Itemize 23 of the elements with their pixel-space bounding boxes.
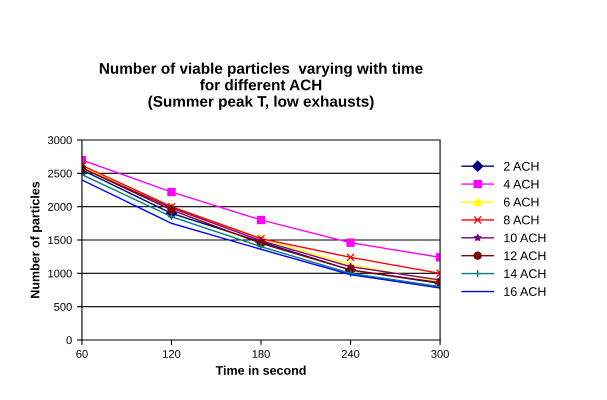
- legend-label: 8 ACH: [504, 216, 538, 224]
- y-tick-label: 1500: [48, 236, 72, 244]
- y-tick-label: 3000: [48, 136, 72, 144]
- y-tick-label: 2000: [48, 202, 72, 211]
- legend-label: 10 ACH: [504, 233, 546, 242]
- legend-label: 14 ACH: [504, 269, 546, 278]
- x-axis-title: Time in second: [216, 366, 306, 375]
- x-tick-label: 60: [76, 350, 88, 358]
- x-tick-label: 300: [431, 350, 449, 358]
- x-tick-label: 240: [342, 350, 360, 358]
- legend-label: 12 ACH: [504, 251, 546, 260]
- y-tick-label: 1000: [48, 270, 72, 278]
- legend-label: 2 ACH: [504, 162, 538, 171]
- y-tick-label: 500: [54, 302, 72, 311]
- x-tick-label: 120: [163, 350, 180, 358]
- y-axis-title: Number of particles: [30, 182, 42, 298]
- legend-label: 4 ACH: [504, 180, 538, 189]
- legend-label: 16 ACH: [504, 287, 546, 296]
- x-tick-label: 180: [252, 350, 270, 358]
- legend-label: 6 ACH: [504, 198, 538, 206]
- y-tick-label: 2500: [48, 170, 72, 178]
- chart-title: Number of viable particles varying with time for different ACH (Summer peak T, low exhausts): [100, 62, 423, 110]
- y-tick-label: 0: [66, 336, 72, 344]
